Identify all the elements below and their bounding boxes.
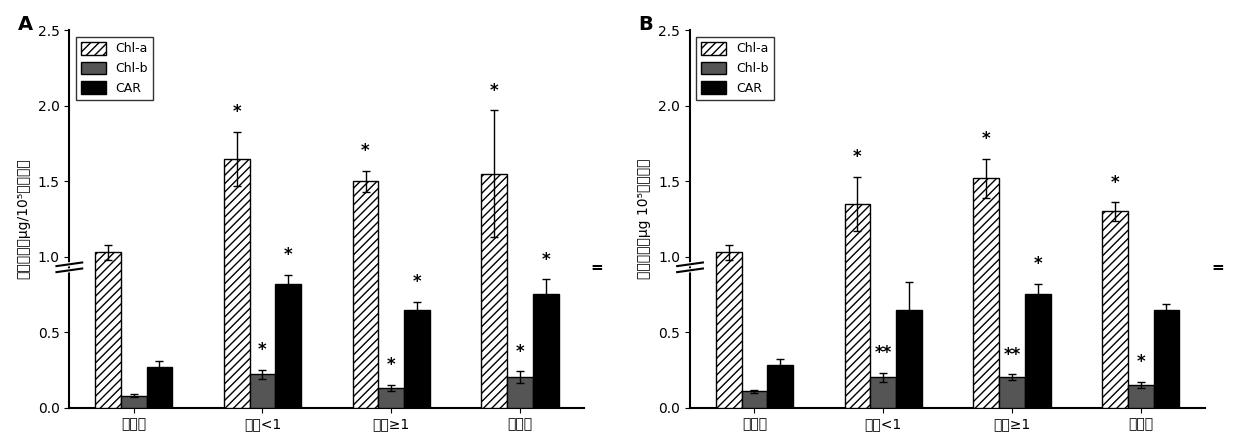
Bar <box>481 174 507 408</box>
Bar <box>1102 211 1128 408</box>
Text: B: B <box>639 15 653 34</box>
Bar <box>507 377 533 408</box>
Text: *: * <box>516 343 525 361</box>
Legend: Chl-a, Chl-b, CAR: Chl-a, Chl-b, CAR <box>697 37 774 100</box>
Text: *: * <box>361 142 370 160</box>
Bar <box>146 367 172 408</box>
Bar <box>870 377 897 408</box>
Bar <box>1024 294 1050 408</box>
Text: *: * <box>387 357 396 375</box>
Text: *: * <box>1136 353 1145 371</box>
Text: =: = <box>1211 260 1224 275</box>
Text: *: * <box>1111 174 1120 192</box>
Bar <box>715 252 742 408</box>
Bar <box>742 391 768 408</box>
Bar <box>973 178 999 408</box>
Bar <box>1128 385 1153 408</box>
Bar <box>844 204 870 408</box>
Text: A: A <box>17 15 33 34</box>
Text: *: * <box>490 82 498 100</box>
Text: *: * <box>1033 255 1042 273</box>
Text: *: * <box>258 341 267 359</box>
Text: *: * <box>853 148 862 166</box>
Bar <box>768 366 794 408</box>
Y-axis label: 色素含量（μg/10⁵个细胞）: 色素含量（μg/10⁵个细胞） <box>16 159 31 280</box>
Bar <box>224 159 249 408</box>
Bar <box>999 377 1024 408</box>
Text: *: * <box>232 103 241 121</box>
Bar <box>249 375 275 408</box>
Y-axis label: 色素含量（μg 10⁵个细胞）: 色素含量（μg 10⁵个细胞） <box>637 159 651 279</box>
Bar <box>378 388 404 408</box>
Text: *: * <box>982 130 991 148</box>
Text: **: ** <box>1003 346 1021 364</box>
Bar <box>352 181 378 408</box>
Bar <box>275 284 301 408</box>
Bar <box>533 294 559 408</box>
Text: *: * <box>542 251 551 269</box>
Bar <box>404 310 430 408</box>
Bar <box>120 396 146 408</box>
Bar <box>95 252 120 408</box>
Bar <box>1153 310 1179 408</box>
Legend: Chl-a, Chl-b, CAR: Chl-a, Chl-b, CAR <box>76 37 153 100</box>
Bar <box>897 310 921 408</box>
Text: **: ** <box>874 345 892 362</box>
Text: *: * <box>413 273 422 292</box>
Text: *: * <box>284 246 293 264</box>
Text: =: = <box>591 260 604 275</box>
